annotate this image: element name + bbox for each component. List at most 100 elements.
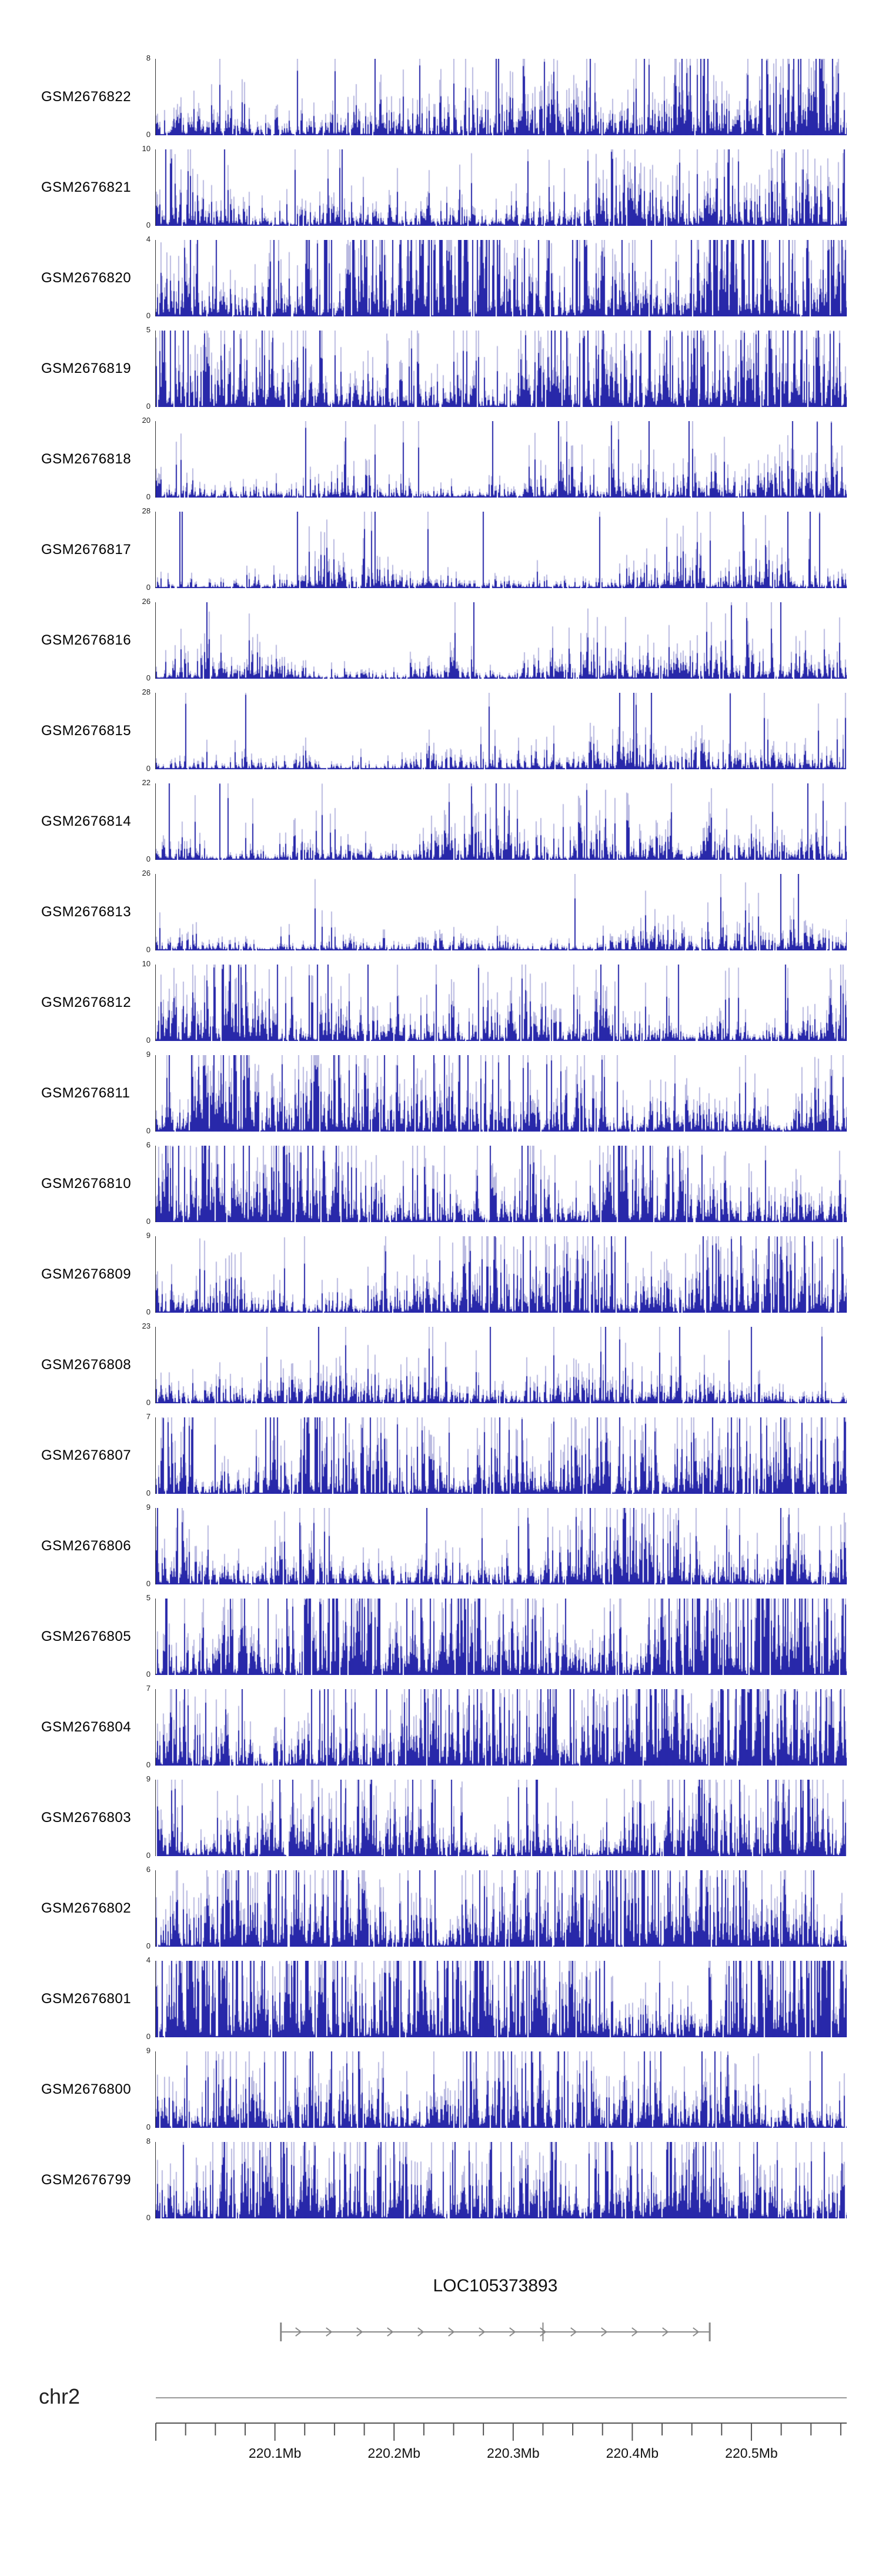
signal-track-row: GSM2676810 6 0: [0, 1140, 882, 1226]
y-axis-zero-label: 0: [146, 1760, 151, 1769]
y-axis-line: [155, 1417, 156, 1494]
y-axis-max-label: 7: [146, 1412, 151, 1421]
track-label-gsm: GSM2676810: [41, 1176, 132, 1192]
track-label-gsm: GSM2676803: [41, 1810, 132, 1826]
signal-track-row: GSM2676804 7 0: [0, 1684, 882, 1769]
ruler-tick-label: 220.1Mb: [248, 2445, 302, 2461]
y-axis-max-label: 10: [142, 144, 151, 153]
signal-histogram-canvas: [156, 1961, 847, 2037]
signal-histogram-canvas: [156, 1327, 847, 1403]
signal-track-row: GSM2676819 5 0: [0, 325, 882, 411]
y-axis-max-label: 23: [142, 1322, 151, 1330]
track-label-gsm: GSM2676815: [41, 723, 132, 739]
y-axis-line: [155, 149, 156, 226]
track-label-gsm: GSM2676818: [41, 451, 132, 467]
y-axis-max-label: 4: [146, 235, 151, 243]
y-axis-max-label: 20: [142, 416, 151, 425]
signal-track-row: GSM2676814 22 0: [0, 778, 882, 863]
y-axis-zero-label: 0: [146, 583, 151, 592]
y-axis-line: [155, 1780, 156, 1856]
signal-histogram-canvas: [156, 1055, 847, 1132]
track-label-gsm: GSM2676806: [41, 1538, 132, 1554]
y-axis-max-label: 9: [146, 1774, 151, 1783]
y-axis-max-label: 9: [146, 2046, 151, 2055]
track-label-gsm: GSM2676802: [41, 1900, 132, 1916]
y-axis-zero-label: 0: [146, 311, 151, 320]
y-axis-max-label: 4: [146, 1956, 151, 1964]
y-axis-line: [155, 59, 156, 135]
y-axis-max-label: 22: [142, 778, 151, 787]
y-axis-zero-label: 0: [146, 130, 151, 139]
chromosome-line: [156, 2397, 847, 2398]
y-axis-max-label: 8: [146, 2137, 151, 2145]
gene-structure-glyph: [280, 2323, 711, 2341]
y-axis-line: [155, 1236, 156, 1313]
signal-track-row: GSM2676809 9 0: [0, 1231, 882, 1316]
signal-track-row: GSM2676808 23 0: [0, 1322, 882, 1407]
signal-histogram-canvas: [156, 1146, 847, 1222]
y-axis-line: [155, 331, 156, 407]
y-axis-zero-label: 0: [146, 945, 151, 954]
signal-histogram-canvas: [156, 1508, 847, 1584]
y-axis-max-label: 9: [146, 1231, 151, 1240]
y-axis-zero-label: 0: [146, 2213, 151, 2222]
y-axis-line: [155, 1508, 156, 1584]
signal-track-row: GSM2676807 7 0: [0, 1412, 882, 1497]
y-axis-max-label: 9: [146, 1503, 151, 1511]
track-label-gsm: GSM2676814: [41, 813, 132, 829]
track-label-gsm: GSM2676801: [41, 1991, 132, 2007]
y-axis-line: [155, 1146, 156, 1222]
y-axis-max-label: 28: [142, 506, 151, 515]
y-axis-max-label: 10: [142, 959, 151, 968]
y-axis-zero-label: 0: [146, 2123, 151, 2131]
signal-histogram-canvas: [156, 1870, 847, 1947]
gene-name-label: LOC105373893: [433, 2276, 558, 2295]
signal-track-row: GSM2676818 20 0: [0, 416, 882, 501]
signal-track-row: GSM2676806 9 0: [0, 1503, 882, 1588]
y-axis-line: [155, 874, 156, 950]
chromosome-label: chr2: [39, 2384, 81, 2408]
y-axis-line: [155, 512, 156, 588]
y-axis-max-label: 28: [142, 688, 151, 696]
y-axis-zero-label: 0: [146, 1036, 151, 1045]
track-label-gsm: GSM2676820: [41, 270, 132, 286]
track-label-gsm: GSM2676822: [41, 89, 132, 105]
signal-track-row: GSM2676820 4 0: [0, 235, 882, 320]
track-label-gsm: GSM2676799: [41, 2172, 132, 2188]
signal-track-row: GSM2676816 26 0: [0, 597, 882, 682]
y-axis-max-label: 9: [146, 1050, 151, 1059]
signal-histogram-canvas: [156, 1689, 847, 1766]
track-label-gsm: GSM2676807: [41, 1447, 132, 1463]
ruler-tick-label: 220.3Mb: [486, 2445, 540, 2461]
signal-track-row: GSM2676805 5 0: [0, 1593, 882, 1679]
y-axis-zero-label: 0: [146, 1941, 151, 1950]
signal-track-row: GSM2676822 8 0: [0, 54, 882, 139]
signal-track-row: GSM2676799 8 0: [0, 2137, 882, 2222]
y-axis-line: [155, 421, 156, 498]
y-axis-line: [155, 693, 156, 769]
y-axis-max-label: 26: [142, 869, 151, 877]
track-label-gsm: GSM2676812: [41, 995, 132, 1010]
y-axis-line: [155, 1327, 156, 1403]
signal-track-row: GSM2676813 26 0: [0, 869, 882, 954]
signal-histogram-canvas: [156, 693, 847, 769]
y-axis-line: [155, 2051, 156, 2128]
signal-histogram-canvas: [156, 874, 847, 950]
y-axis-line: [155, 1689, 156, 1766]
ruler-tick-label: 220.2Mb: [368, 2445, 420, 2461]
y-axis-max-label: 8: [146, 54, 151, 62]
signal-track-row: GSM2676821 10 0: [0, 144, 882, 229]
y-axis-zero-label: 0: [146, 1126, 151, 1135]
y-axis-line: [155, 783, 156, 860]
y-axis-line: [155, 1055, 156, 1132]
y-axis-zero-label: 0: [146, 673, 151, 682]
track-label-gsm: GSM2676804: [41, 1719, 132, 1735]
signal-track-row: GSM2676802 6 0: [0, 1865, 882, 1950]
y-axis-zero-label: 0: [146, 1670, 151, 1679]
track-label-gsm: GSM2676813: [41, 904, 132, 920]
y-axis-zero-label: 0: [146, 402, 151, 411]
coordinate-ruler: [155, 2422, 847, 2441]
y-axis-line: [155, 1961, 156, 2037]
track-label-gsm: GSM2676817: [41, 542, 132, 558]
signal-track-row: GSM2676815 28 0: [0, 688, 882, 773]
